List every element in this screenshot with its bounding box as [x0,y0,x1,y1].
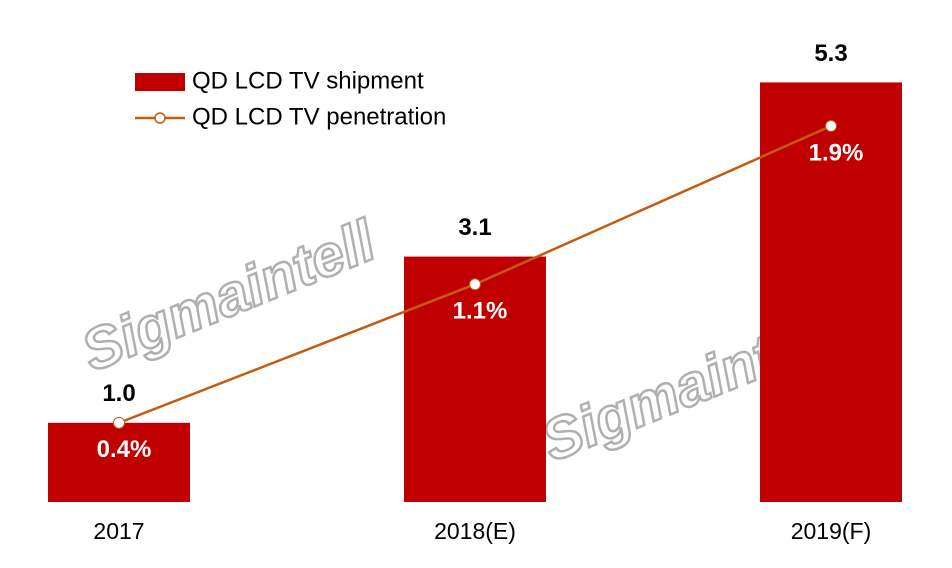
legend-label: QD LCD TV shipment [192,67,424,94]
bar [760,82,902,503]
legend-label: QD LCD TV penetration [192,103,446,130]
x-tick-label: 2019(F) [791,518,872,544]
watermark: Sigmaintell [73,207,386,384]
bar-value-label: 5.3 [814,40,847,67]
bar-value-label: 3.1 [458,214,491,241]
legend-swatch [135,73,185,91]
line-value-label: 0.4% [97,436,152,463]
bar [48,422,190,502]
x-tick-label: 2017 [93,518,144,544]
line-point [469,278,481,291]
line-point [113,416,125,429]
bar-value-label: 1.0 [102,380,135,407]
line-value-label: 1.9% [809,139,864,166]
x-tick-label: 2018(E) [434,518,516,544]
bar [404,256,546,502]
line-value-label: 1.1% [453,298,508,325]
legend-marker [154,112,166,124]
line-point [825,119,837,132]
